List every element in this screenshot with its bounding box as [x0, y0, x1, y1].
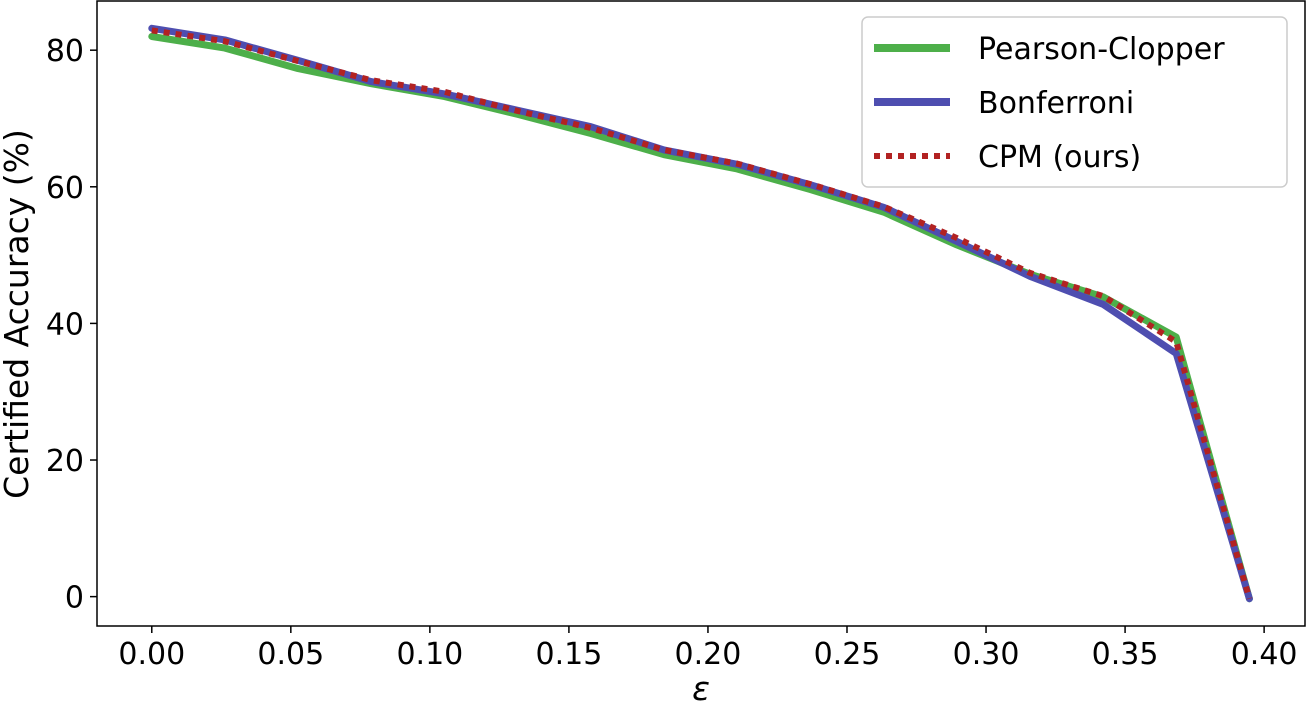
legend-entries: Pearson-Clopper Bonferroni CPM (ours) — [874, 32, 1225, 175]
x-tick-label: 0.05 — [257, 637, 324, 672]
legend-box — [861, 16, 1288, 188]
x-tick-label: 0.15 — [536, 637, 603, 672]
y-tick-label: 20 — [46, 444, 84, 479]
legend: Pearson-Clopper Bonferroni CPM (ours) — [861, 16, 1288, 188]
legend-label-cpm-ours: CPM (ours) — [978, 140, 1141, 175]
series-line-bonferroni — [148, 24, 1253, 603]
axes-frame — [96, 0, 1306, 627]
x-axis-label: ε — [692, 669, 710, 704]
y-tick-label: 80 — [46, 34, 84, 69]
x-tick-label: 0.40 — [1231, 637, 1298, 672]
x-tick-label: 0.35 — [1092, 637, 1159, 672]
legend-label-bonferroni: Bonferroni — [978, 86, 1134, 121]
x-tick-label: 0.10 — [396, 637, 463, 672]
y-tick-label: 40 — [46, 307, 84, 342]
y-axis-ticks: 0 20 40 60 80 — [46, 34, 97, 616]
series-line-cpm-ours — [151, 27, 1253, 600]
y-tick-label: 0 — [65, 581, 84, 616]
y-tick-label: 60 — [46, 171, 84, 206]
x-tick-label: 0.30 — [953, 637, 1020, 672]
x-tick-label: 0.20 — [675, 637, 742, 672]
series-layer — [148, 24, 1253, 603]
y-axis-label: Certified Accuracy (%) — [0, 129, 36, 499]
legend-label-pearson-clopper: Pearson-Clopper — [978, 32, 1225, 67]
x-axis-ticks: 0.00 0.05 0.10 0.15 0.20 0.25 0.30 0.35 0.40 — [118, 626, 1298, 672]
x-tick-label: 0.00 — [118, 637, 185, 672]
x-tick-label: 0.25 — [814, 637, 881, 672]
